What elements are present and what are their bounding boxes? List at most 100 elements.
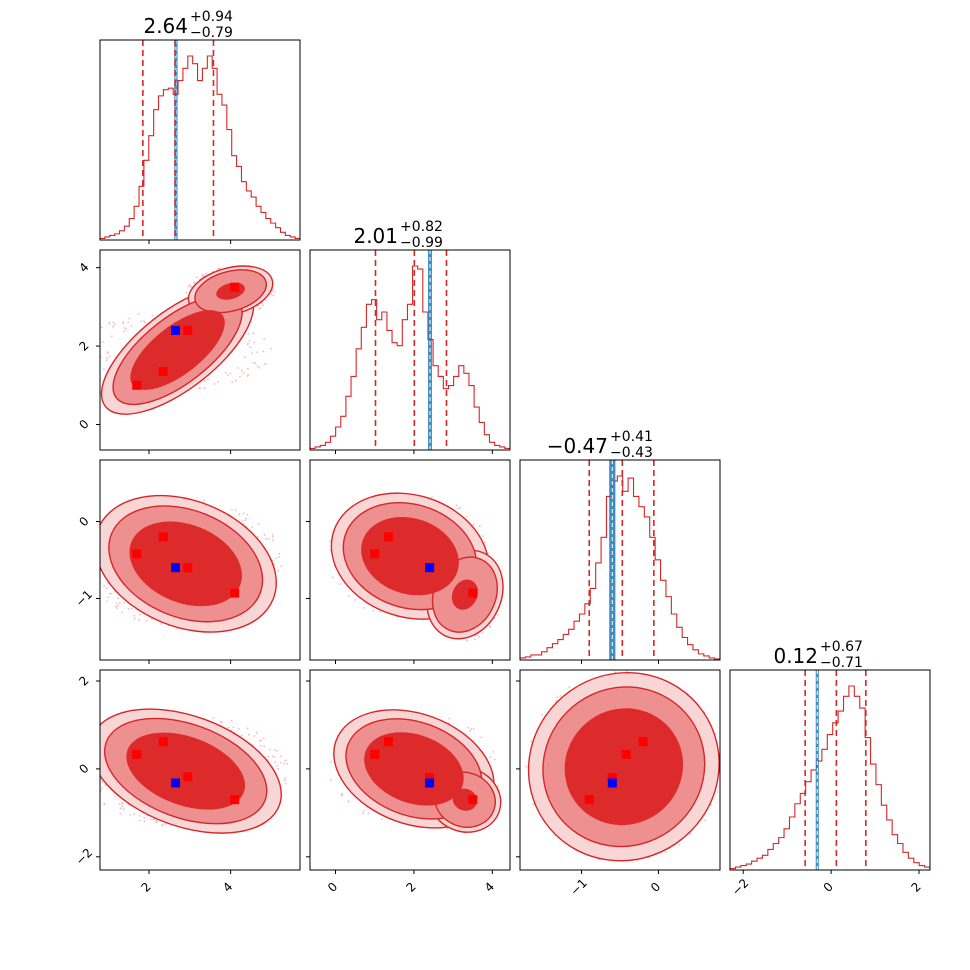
sample-point (107, 352, 110, 355)
sample-point (285, 759, 287, 762)
sample-point (102, 341, 105, 344)
hist-panel-1: 2.64 +0.94−0.79 (99, 9, 301, 241)
sample-point (256, 351, 259, 354)
title-value: 2.64 (143, 14, 188, 38)
sample-point (246, 727, 249, 730)
sample-point (96, 755, 98, 757)
truth-marker (171, 778, 181, 788)
sample-point (664, 851, 667, 854)
sample-point (103, 803, 106, 806)
sample-point (273, 756, 276, 759)
sample-point (268, 537, 270, 540)
sample-point (239, 375, 241, 378)
x-tick-label: 0 (325, 880, 340, 895)
sample-point (119, 807, 122, 810)
sample-point (113, 323, 116, 326)
sample-point (493, 758, 496, 761)
sample-point (108, 592, 111, 595)
sample-point (241, 520, 244, 523)
sample-point (265, 538, 267, 541)
sample-point (137, 313, 140, 315)
sample-point (330, 760, 333, 763)
sample-point (246, 514, 249, 516)
sample-point (96, 780, 98, 782)
sample-point (271, 755, 274, 758)
sample-point (123, 601, 125, 604)
mode-marker (383, 737, 393, 747)
sample-point (247, 733, 250, 736)
sample-point (230, 720, 233, 722)
sample-point (94, 755, 96, 757)
sample-point (339, 583, 342, 585)
x-tick-label: 4 (220, 880, 235, 895)
sample-point (380, 818, 383, 821)
mode-marker (183, 563, 193, 573)
sample-point (185, 291, 188, 294)
sample-point (258, 366, 260, 369)
sample-point (207, 378, 209, 381)
sample-point (149, 818, 152, 821)
sample-point (247, 367, 249, 370)
sample-point (332, 576, 334, 579)
sample-point (95, 789, 97, 791)
sample-point (465, 515, 468, 518)
sample-point (689, 833, 691, 835)
sample-point (362, 812, 365, 815)
sample-point (458, 507, 461, 509)
mode-marker (132, 549, 142, 559)
sample-point (242, 372, 245, 374)
sample-point (92, 551, 94, 553)
sample-point (710, 803, 712, 806)
sample-point (93, 578, 95, 580)
mode-marker (468, 588, 478, 598)
sample-point (252, 332, 255, 335)
sample-point (217, 267, 220, 270)
title-upper-error: +0.67 (820, 639, 863, 655)
sample-point (203, 380, 206, 382)
contour-level-3 (364, 732, 464, 806)
mode-marker (132, 749, 142, 759)
sample-point (95, 356, 97, 358)
sample-point (284, 782, 287, 785)
sample-point (263, 745, 266, 748)
sample-point (86, 763, 88, 765)
mode-marker (183, 325, 193, 335)
sample-point (121, 801, 124, 804)
sample-point (556, 696, 559, 699)
histogram-step-line (520, 475, 720, 660)
sample-point (497, 785, 500, 787)
sample-point (466, 639, 468, 642)
sample-point (489, 756, 492, 759)
sample-point (263, 338, 266, 341)
sample-point (128, 317, 131, 320)
contour-level-3 (564, 708, 684, 826)
sample-point (487, 552, 490, 555)
sample-point (216, 380, 219, 383)
sample-point (91, 782, 93, 784)
sample-point (478, 635, 480, 638)
panel-frame (99, 669, 301, 871)
title-value: 0.12 (773, 644, 818, 668)
sample-point (484, 541, 486, 544)
sample-point (244, 356, 246, 359)
x-tick-label: 2 (403, 880, 418, 895)
sample-point (262, 350, 265, 353)
sample-point (118, 803, 121, 806)
histogram-step-line (730, 685, 930, 870)
sample-point (122, 322, 125, 325)
x-tick-label: 2 (909, 880, 924, 895)
sample-point (195, 276, 198, 279)
sample-point (329, 540, 331, 543)
sample-point (379, 610, 382, 613)
sample-point (95, 782, 97, 784)
sample-point (86, 755, 88, 757)
sample-point (367, 812, 370, 815)
sample-point (258, 739, 261, 742)
sample-point (198, 387, 201, 390)
sample-point (274, 557, 277, 560)
sample-point (117, 604, 119, 607)
sample-point (271, 534, 274, 536)
y-tick-label: 0 (76, 514, 91, 529)
sample-point (103, 368, 105, 370)
truth-marker (425, 563, 435, 573)
